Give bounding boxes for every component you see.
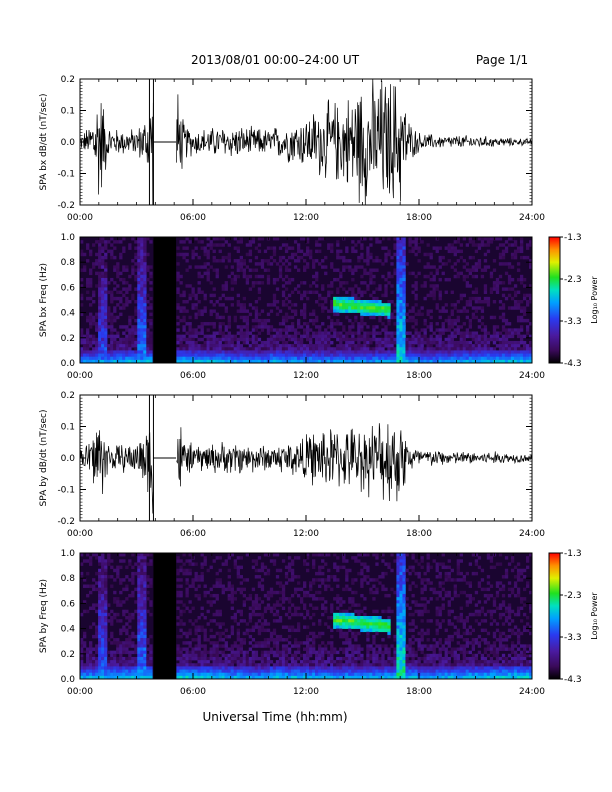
- data-gap-block: [153, 237, 177, 363]
- y-tick-label: -0.2: [57, 517, 75, 527]
- y-tick-label: 1.0: [61, 233, 76, 243]
- x-tick-label-00:00: 00:00: [67, 687, 93, 697]
- x-tick-label-18:00: 18:00: [406, 213, 432, 223]
- x-tick-label-12:00: 12:00: [293, 213, 319, 223]
- figure-title: 2013/08/01 00:00–24:00 UT: [191, 53, 360, 67]
- y-axis-label: SPA by dB/dt (nT/sec): [39, 410, 49, 507]
- y-axis-label: SPA bx Freq (Hz): [39, 263, 49, 337]
- colorbar-tick-label: -1.3: [564, 233, 582, 243]
- colorbar-tick-label: -2.3: [564, 275, 582, 285]
- panels-group: 0.2 0.1 0.0 -0.1 -0.2 SPA bx dB/dt (nT/sec) 00…: [39, 75, 599, 697]
- y-tick-label: 0.8: [61, 258, 76, 268]
- colorbar-gradient: [548, 236, 561, 364]
- x-tick-label-24:00: 24:00: [519, 371, 545, 381]
- y-tick-label: 0.4: [61, 309, 76, 319]
- y-tick-label: 0.6: [61, 283, 76, 293]
- x-tick-label-00:00: 00:00: [67, 371, 93, 381]
- x-tick-label-12:00: 12:00: [293, 529, 319, 539]
- x-tick-label-12:00: 12:00: [293, 371, 319, 381]
- x-tick-label-24:00: 24:00: [519, 687, 545, 697]
- x-tick-label-18:00: 18:00: [406, 371, 432, 381]
- x-tick-label-18:00: 18:00: [406, 687, 432, 697]
- y-tick-label: 0.2: [61, 650, 75, 660]
- spectrogram-cells: [80, 237, 533, 364]
- colorbar-tick-label: -3.3: [564, 317, 582, 327]
- y-axis-label: SPA by Freq (Hz): [39, 579, 49, 653]
- waveform-panel-2: 0.2 0.1 0.0 -0.1 -0.2 SPA by dB/dt (nT/sec): [39, 391, 533, 527]
- spectrogram-panel-3: 1.0 0.8 0.6 0.4 0.2 0.0 SPA by Freq (Hz) -1.3 -2…: [39, 549, 599, 685]
- y-tick-label: 0.0: [61, 454, 76, 464]
- y-tick-label: 0.2: [61, 75, 75, 85]
- y-tick-label: 0.0: [61, 675, 76, 685]
- x-tick-label-24:00: 24:00: [519, 213, 545, 223]
- y-tick-label: 0.2: [61, 334, 75, 344]
- colorbar-gradient: [548, 552, 561, 680]
- spectrogram-panel-1: 1.0 0.8 0.6 0.4 0.2 0.0 SPA bx Freq (Hz) -1.3 -2…: [39, 233, 599, 369]
- waveform-trace: [79, 78, 533, 206]
- y-axis-label: SPA bx dB/dt (nT/sec): [39, 94, 49, 191]
- x-tick-label-06:00: 06:00: [180, 687, 206, 697]
- y-tick-label: 0.6: [61, 599, 76, 609]
- colorbar-label: Log₁₀ Power: [590, 276, 599, 324]
- y-tick-label: 0.2: [61, 391, 75, 401]
- y-tick-label: 0.8: [61, 574, 76, 584]
- colorbar-tick-label: -1.3: [564, 549, 582, 559]
- y-tick-label: 0.4: [61, 625, 76, 635]
- x-tick-label-24:00: 24:00: [519, 529, 545, 539]
- y-tick-label: 0.1: [61, 423, 75, 433]
- colorbar-tick-label: -4.3: [564, 359, 582, 369]
- colorbar-tick-label: -4.3: [564, 675, 582, 685]
- x-axis-label: Universal Time (hh:mm): [202, 710, 347, 724]
- x-tick-label-06:00: 06:00: [180, 529, 206, 539]
- waveform-panel-0: 0.2 0.1 0.0 -0.1 -0.2 SPA bx dB/dt (nT/sec): [39, 75, 533, 211]
- x-tick-label-00:00: 00:00: [67, 529, 93, 539]
- x-tick-label-18:00: 18:00: [406, 529, 432, 539]
- x-tick-label-06:00: 06:00: [180, 371, 206, 381]
- colorbar-tick-label: -2.3: [564, 591, 582, 601]
- y-tick-label: -0.1: [57, 486, 75, 496]
- data-gap-block: [153, 553, 177, 679]
- y-tick-label: 0.0: [61, 359, 76, 369]
- colorbar: -1.3 -2.3 -3.3 -4.3 Log₁₀ Power: [548, 233, 599, 369]
- y-tick-label: 0.0: [61, 138, 76, 148]
- x-tick-label-06:00: 06:00: [180, 213, 206, 223]
- colorbar-label: Log₁₀ Power: [590, 592, 599, 640]
- y-tick-label: -0.2: [57, 201, 75, 211]
- colorbar: -1.3 -2.3 -3.3 -4.3 Log₁₀ Power: [548, 549, 599, 685]
- colorbar-tick-label: -3.3: [564, 633, 582, 643]
- page-indicator: Page 1/1: [476, 53, 528, 67]
- x-tick-label-12:00: 12:00: [293, 687, 319, 697]
- y-tick-label: -0.1: [57, 170, 75, 180]
- y-tick-label: 0.1: [61, 107, 75, 117]
- y-tick-label: 1.0: [61, 549, 76, 559]
- x-tick-label-00:00: 00:00: [67, 213, 93, 223]
- waveform-trace: [79, 423, 533, 514]
